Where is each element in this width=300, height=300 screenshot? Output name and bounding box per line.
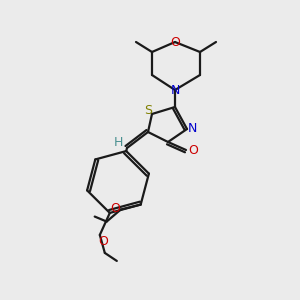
Text: N: N: [187, 122, 197, 136]
Text: H: H: [113, 136, 123, 149]
Text: N: N: [170, 83, 180, 97]
Text: O: O: [110, 202, 120, 215]
Text: O: O: [170, 35, 180, 49]
Text: O: O: [98, 236, 108, 248]
Text: O: O: [188, 143, 198, 157]
Text: S: S: [144, 104, 152, 118]
